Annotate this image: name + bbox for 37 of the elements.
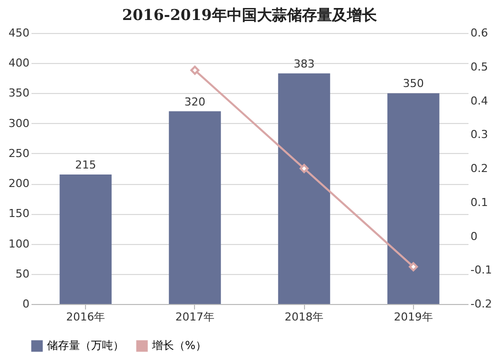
y2-tick-label: 0.4 bbox=[470, 94, 488, 108]
x-tick-label: 2019年 bbox=[394, 310, 433, 324]
data-label: 350 bbox=[402, 77, 424, 90]
y-tick-label: 400 bbox=[8, 56, 30, 70]
x-tick-label: 2016年 bbox=[66, 310, 106, 324]
data-label: 383 bbox=[294, 57, 315, 70]
y2-tick-label: 0.1 bbox=[470, 196, 488, 209]
y2-tick-label: 0 bbox=[470, 230, 478, 243]
y-tick-label: 0 bbox=[22, 298, 30, 310]
bar bbox=[387, 93, 440, 304]
y2-tick-label: 0.6 bbox=[470, 26, 488, 40]
data-label: 215 bbox=[75, 158, 96, 172]
y-tick-label: 300 bbox=[8, 116, 30, 130]
bar bbox=[168, 111, 221, 304]
y-tick-label: 100 bbox=[8, 237, 30, 250]
x-tick-label: 2017年 bbox=[175, 310, 214, 324]
legend-label: 储存量（万吨） bbox=[47, 339, 124, 352]
y2-tick-label: -0.2 bbox=[470, 298, 492, 310]
y2-tick-label: 0.2 bbox=[470, 162, 488, 175]
data-label: 320 bbox=[184, 95, 206, 108]
y-tick-label: 200 bbox=[8, 177, 30, 190]
x-tick-label: 2018年 bbox=[284, 310, 324, 324]
y2-tick-label: 0.3 bbox=[470, 128, 488, 142]
y-tick-label: 150 bbox=[8, 207, 30, 220]
legend-label: 增长（%） bbox=[151, 339, 206, 352]
point bbox=[190, 66, 200, 75]
y-tick-label: 350 bbox=[8, 86, 30, 100]
bar bbox=[60, 174, 112, 304]
point bbox=[408, 262, 418, 272]
chart-title: 2016-2019年中国大蒜储存量及增长 bbox=[122, 6, 378, 24]
point bbox=[300, 164, 309, 174]
y-tick-label: 50 bbox=[16, 267, 30, 280]
bar bbox=[278, 73, 330, 304]
y2-tick-label: 0.5 bbox=[470, 60, 488, 74]
y2-tick-label: -0.1 bbox=[470, 264, 492, 277]
y-tick-label: 250 bbox=[8, 146, 30, 160]
y-tick-label: 450 bbox=[8, 26, 30, 40]
